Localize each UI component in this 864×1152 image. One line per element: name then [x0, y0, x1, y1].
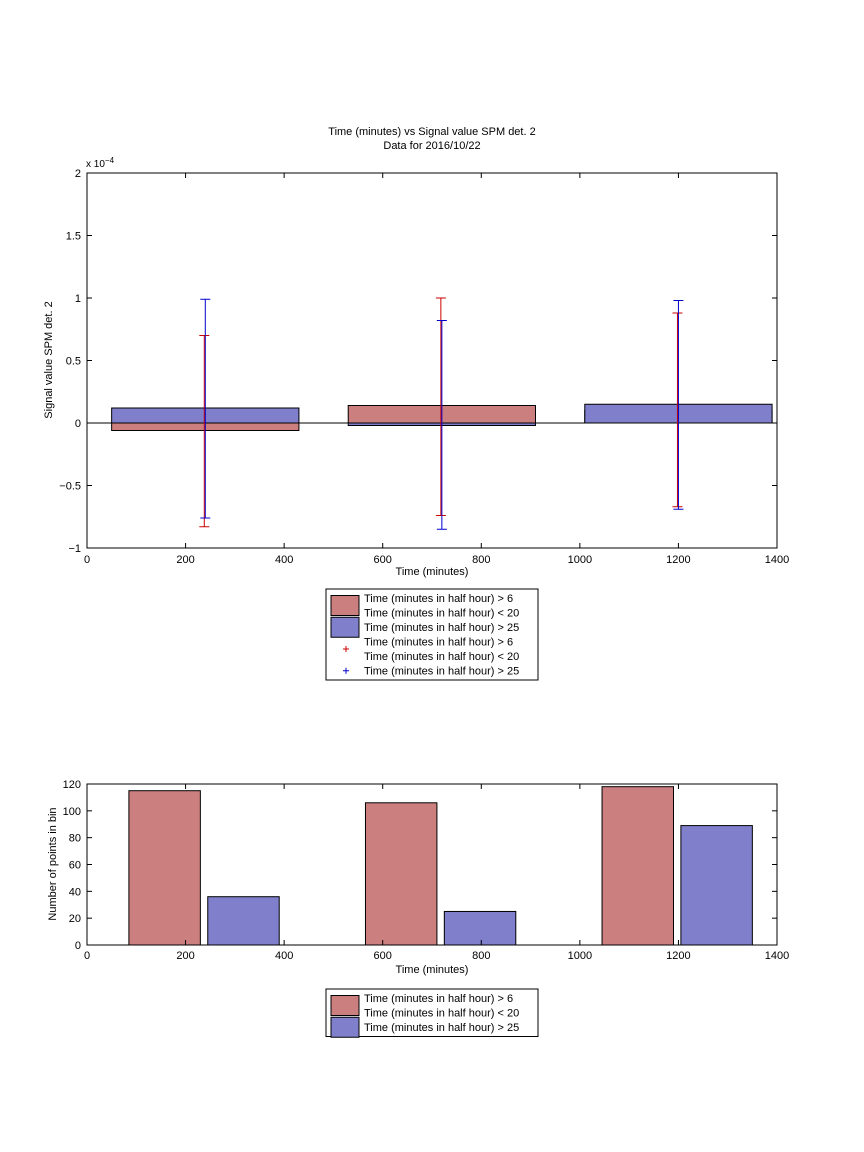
error-bar — [435, 297, 446, 516]
legend: Time (minutes in half hour) > 6 Time (min… — [325, 588, 539, 681]
legend-label: Time (minutes in half hour) > 25 — [364, 622, 519, 634]
x-tick-label: 400 — [275, 554, 293, 566]
y-ticks: 0 20 40 60 80 100 120 — [63, 779, 777, 952]
x-ticks: 0 200 400 600 800 1000 1200 1400 — [84, 784, 789, 962]
legend-label: Time (minutes in half hour) > 6 — [364, 637, 513, 649]
x-ticks: 0 200 400 600 800 1000 1200 1400 — [84, 173, 789, 566]
error-bar — [673, 300, 684, 510]
x-axis-label: Time (minutes) — [396, 566, 469, 578]
y-axis-label: Signal value SPM det. 2 — [43, 301, 55, 418]
count-bar — [443, 910, 517, 946]
y-ticks: −1 −0.5 0 0.5 1 1.5 2 — [59, 168, 777, 555]
y-tick-label: 20 — [69, 913, 81, 925]
chart-title: Time (minutes) vs Signal value SPM det. … — [328, 126, 535, 138]
legend-entry: Time (minutes in half hour) > 6 Time (min… — [330, 593, 519, 620]
y-tick-label: 0 — [75, 418, 81, 430]
x-tick-label: 600 — [374, 950, 392, 962]
exponent-base: x 10 — [86, 159, 105, 170]
legend-entry: Time (minutes in half hour) > 6 Time (min… — [343, 637, 519, 663]
legend-box — [325, 588, 539, 681]
legend-label: Time (minutes in half hour) > 25 — [364, 666, 519, 678]
count-bar — [364, 802, 438, 946]
plot-area-frame — [86, 172, 778, 549]
legend-label: Time (minutes in half hour) < 20 — [364, 651, 519, 663]
x-tick-label: 600 — [374, 554, 392, 566]
x-tick-label: 0 — [84, 950, 90, 962]
x-tick-label: 200 — [176, 554, 194, 566]
legend-entry: Time (minutes in half hour) > 25 — [330, 1016, 519, 1038]
y-tick-label: 0.5 — [66, 356, 81, 368]
y-tick-label: 1.5 — [66, 231, 81, 243]
y-tick-label: 40 — [69, 886, 81, 898]
legend-label: Time (minutes in half hour) > 25 — [364, 1022, 519, 1034]
signal-error-bars — [199, 297, 684, 530]
signal-chart: Time (minutes) vs Signal value SPM det. … — [43, 126, 789, 681]
x-tick-label: 1200 — [666, 554, 690, 566]
legend-box — [325, 988, 539, 1037]
error-bar — [672, 312, 683, 508]
error-bar — [436, 320, 447, 530]
y-tick-label: 1 — [75, 293, 81, 305]
exponent-power: −4 — [105, 156, 115, 165]
chart-subtitle: Data for 2016/10/22 — [383, 140, 480, 152]
x-tick-label: 800 — [472, 950, 490, 962]
error-bar — [200, 298, 211, 519]
x-tick-label: 1400 — [765, 950, 789, 962]
error-bar — [199, 335, 210, 528]
x-tick-label: 0 — [84, 554, 90, 566]
y-axis-label: Number of points in bin — [47, 807, 59, 920]
legend-label: Time (minutes in half hour) < 20 — [364, 1008, 519, 1020]
y-tick-label: 0 — [75, 940, 81, 952]
legend-label: Time (minutes in half hour) > 6 — [364, 993, 513, 1005]
count-bar — [207, 896, 280, 946]
legend-entry: Time (minutes in half hour) > 6 Time (min… — [330, 993, 519, 1020]
x-axis-label: Time (minutes) — [396, 964, 469, 976]
y-tick-label: 80 — [69, 833, 81, 845]
y-tick-label: 120 — [63, 779, 81, 791]
legend-swatch — [330, 995, 360, 1016]
legend-entry: Time (minutes in half hour) > 25 — [330, 616, 519, 638]
x-tick-label: 1200 — [666, 950, 690, 962]
legend: Time (minutes in half hour) > 6 Time (min… — [325, 988, 539, 1038]
count-bar — [680, 825, 753, 946]
y-tick-label: −0.5 — [59, 481, 81, 493]
legend-entry: Time (minutes in half hour) > 25 — [343, 666, 519, 678]
x-tick-label: 200 — [176, 950, 194, 962]
exponent-label: x 10−4 — [86, 156, 115, 170]
count-bars — [128, 786, 753, 946]
legend-swatch — [330, 595, 360, 616]
x-tick-label: 800 — [472, 554, 490, 566]
legend-swatch — [330, 616, 360, 638]
count-chart: 0 200 400 600 800 1000 1200 1400 0 20 40 60 80 100 12… — [47, 779, 789, 1038]
legend-label: Time (minutes in half hour) < 20 — [364, 608, 519, 620]
count-bar — [601, 786, 674, 946]
count-bar — [128, 790, 201, 946]
y-tick-label: 60 — [69, 860, 81, 872]
x-tick-label: 1000 — [568, 554, 592, 566]
legend-label: Time (minutes in half hour) > 6 — [364, 593, 513, 605]
y-tick-label: 100 — [63, 806, 81, 818]
x-tick-label: 1000 — [568, 950, 592, 962]
x-tick-label: 400 — [275, 950, 293, 962]
x-tick-label: 1400 — [765, 554, 789, 566]
y-tick-label: 2 — [75, 168, 81, 180]
legend-swatch — [330, 1016, 360, 1038]
y-tick-label: −1 — [68, 543, 81, 555]
